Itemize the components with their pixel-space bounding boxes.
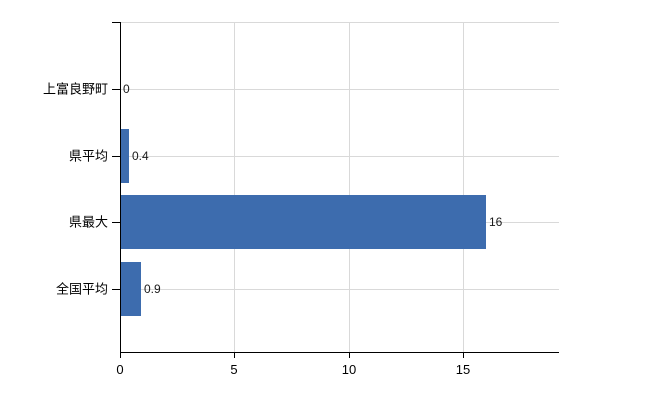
category-label: 県最大 <box>68 214 108 230</box>
y-axis-top-tick-mark <box>112 22 120 23</box>
category-label: 県平均 <box>68 148 108 164</box>
y-tick-mark <box>112 222 120 223</box>
gridline-horizontal <box>120 89 559 90</box>
gridline-horizontal <box>120 156 559 157</box>
x-tick-label: 10 <box>341 362 357 377</box>
x-tick-label: 0 <box>116 362 124 377</box>
category-label: 全国平均 <box>55 281 108 297</box>
bar <box>120 195 486 249</box>
x-tick-label: 15 <box>455 362 471 377</box>
x-tick-mark <box>120 352 121 358</box>
x-tick-mark <box>349 352 350 358</box>
y-axis <box>120 22 121 353</box>
y-tick-mark <box>112 156 120 157</box>
y-tick-mark <box>112 89 120 90</box>
x-tick-mark <box>234 352 235 358</box>
x-axis <box>120 352 559 353</box>
value-label: 16 <box>489 215 503 229</box>
gridline-vertical <box>463 22 464 352</box>
bar <box>120 129 129 183</box>
x-tick-label: 5 <box>230 362 238 377</box>
plot-top-border <box>120 22 559 23</box>
value-label: 0.4 <box>132 149 149 163</box>
y-tick-mark <box>112 289 120 290</box>
gridline-vertical <box>234 22 235 352</box>
value-label: 0.9 <box>144 282 161 296</box>
value-label: 0 <box>123 82 130 96</box>
x-tick-mark <box>463 352 464 358</box>
gridline-horizontal <box>120 289 559 290</box>
bar <box>120 262 141 316</box>
category-label: 上富良野町 <box>42 81 108 97</box>
gridline-vertical <box>349 22 350 352</box>
